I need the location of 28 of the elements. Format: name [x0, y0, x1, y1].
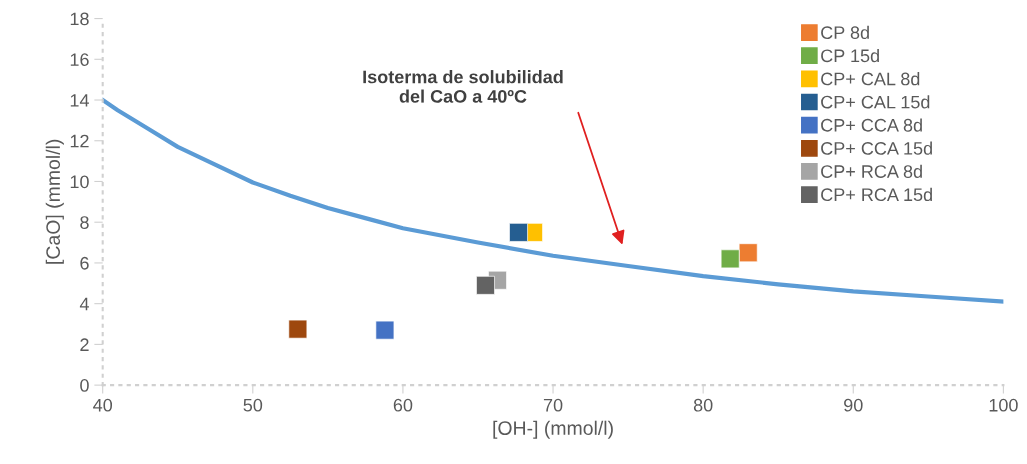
y-tick-label: 18	[70, 12, 89, 26]
x-tick-label: 40	[93, 398, 113, 412]
annotation: Isoterma de solubilidad del CaO a 40ºC	[363, 70, 563, 103]
x-tick-label: 90	[844, 398, 863, 412]
y-tick-label: 6	[80, 256, 89, 270]
x-tick-label: 60	[393, 398, 413, 412]
legend-label: CP+ CCA 15d	[821, 141, 932, 155]
x-axis-title: [OH-] (mmol/l)	[493, 420, 613, 439]
x-tick-label: 50	[243, 398, 263, 412]
y-tick-label: 8	[80, 216, 89, 229]
y-tick-label: 10	[70, 175, 89, 189]
y-tick-label: 4	[79, 297, 89, 311]
x-tick-label: 100	[989, 398, 1018, 412]
y-tick-label: 14	[70, 94, 89, 107]
y-tick-label: 16	[70, 53, 89, 67]
legend-label: CP+ CCA 8d	[821, 118, 922, 132]
legend-label: CP 8d	[821, 25, 869, 40]
y-tick-label: 0	[80, 379, 89, 392]
legend-label: CP 15d	[821, 48, 879, 63]
legend-label: CP+ CAL 8d	[821, 72, 920, 86]
legend-label: CP+ CAL 15d	[821, 95, 930, 109]
y-tick-label: 12	[70, 134, 89, 148]
y-tick-label: 2	[80, 338, 89, 351]
y-axis-title: [CaO] (mmol/l)	[45, 139, 64, 264]
x-tick-label: 80	[693, 398, 713, 412]
x-tick-label: 70	[543, 398, 563, 412]
legend-label: CP+ RCA 8d	[821, 164, 922, 178]
legend-label: CP+ RCA 15d	[821, 187, 932, 202]
